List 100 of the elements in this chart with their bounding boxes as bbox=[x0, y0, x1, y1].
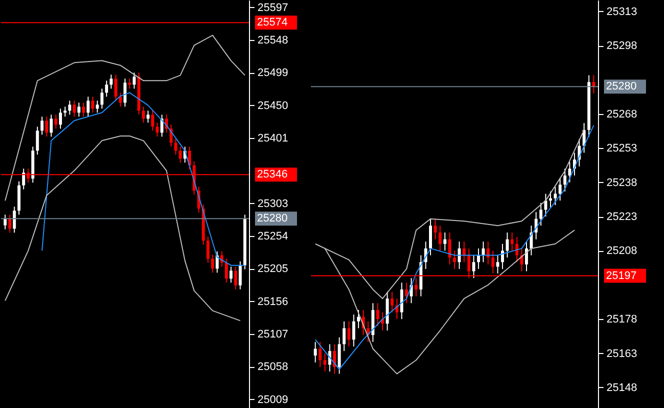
y-tick-label: 25401 bbox=[258, 132, 288, 144]
candlestick bbox=[496, 254, 500, 274]
candlestick bbox=[400, 282, 404, 320]
line-series bbox=[314, 124, 594, 370]
candlestick bbox=[515, 236, 518, 263]
candlestick bbox=[4, 214, 7, 230]
candlestick bbox=[568, 161, 572, 183]
candlestick bbox=[524, 241, 528, 272]
candlestick bbox=[429, 218, 432, 256]
y-tick-label: 25238 bbox=[606, 176, 638, 189]
y-tick-label: 25597 bbox=[258, 2, 288, 14]
candlestick bbox=[128, 78, 132, 90]
y-tick-label: 25298 bbox=[606, 40, 638, 52]
y-tick-label: 25107 bbox=[258, 328, 288, 340]
candlestick bbox=[156, 122, 159, 138]
candlestick bbox=[114, 74, 118, 102]
ref-line-label: 25574 bbox=[257, 16, 288, 29]
candlestick bbox=[405, 282, 408, 304]
candlestick bbox=[68, 100, 72, 116]
y-tick-label: 25450 bbox=[258, 100, 288, 112]
y-tick-label: 25178 bbox=[606, 314, 638, 326]
y-tick-label: 25208 bbox=[606, 245, 638, 258]
ref-line-label: 25280 bbox=[606, 80, 637, 93]
candlestick bbox=[357, 309, 360, 329]
candlestick bbox=[132, 72, 136, 90]
candlestick bbox=[352, 314, 356, 347]
candlestick bbox=[206, 236, 210, 264]
candlestick bbox=[443, 232, 446, 252]
line-series bbox=[4, 136, 241, 322]
candlestick bbox=[124, 78, 126, 108]
candlestick bbox=[110, 74, 113, 90]
line-series bbox=[4, 34, 246, 202]
candlestick bbox=[142, 106, 145, 124]
candlestick bbox=[91, 96, 94, 114]
ref-line-label: 25280 bbox=[257, 212, 288, 225]
candlestick bbox=[224, 258, 228, 284]
candlestick bbox=[174, 138, 178, 156]
y-tick-label: 25058 bbox=[258, 361, 288, 374]
ref-line-label: 25197 bbox=[606, 270, 637, 282]
y-tick-label: 25253 bbox=[606, 142, 638, 155]
candlestick bbox=[178, 146, 182, 164]
candlestick bbox=[563, 168, 566, 192]
candlestick bbox=[50, 114, 53, 138]
candlestick bbox=[151, 110, 154, 132]
candlestick bbox=[323, 352, 326, 372]
candlestick bbox=[100, 88, 104, 110]
candlestick bbox=[58, 108, 62, 130]
candlestick bbox=[453, 250, 456, 270]
candlestick bbox=[86, 96, 90, 118]
candlestick bbox=[64, 106, 67, 118]
candlestick bbox=[238, 260, 242, 290]
candlestick bbox=[45, 116, 48, 138]
candlestick bbox=[558, 177, 562, 202]
y-tick-label: 25313 bbox=[606, 6, 638, 18]
candlestick bbox=[234, 266, 238, 290]
candlestick bbox=[544, 193, 548, 218]
candlestick bbox=[12, 206, 16, 234]
candlestick bbox=[376, 302, 380, 326]
y-tick-label: 25205 bbox=[258, 263, 288, 276]
candlestick bbox=[448, 232, 452, 265]
ref-line-label: 25346 bbox=[257, 168, 288, 181]
candlestick bbox=[22, 168, 26, 190]
candlestick bbox=[510, 232, 514, 252]
candlestick bbox=[105, 80, 108, 98]
candlestick bbox=[333, 344, 336, 374]
candlestick bbox=[434, 218, 437, 240]
candlestick bbox=[96, 100, 99, 114]
candlestick bbox=[211, 254, 214, 274]
y-tick-label: 25223 bbox=[606, 211, 638, 224]
y-tick-label: 25009 bbox=[258, 394, 288, 406]
candlestick bbox=[554, 186, 557, 206]
candlestick bbox=[72, 100, 76, 118]
candlestick bbox=[314, 341, 317, 363]
y-tick-label: 25499 bbox=[258, 67, 288, 80]
candlestick bbox=[462, 241, 466, 263]
candlestick bbox=[500, 243, 504, 270]
candlestick bbox=[54, 114, 58, 130]
candlestick bbox=[8, 214, 12, 234]
candlestick bbox=[318, 341, 322, 368]
candlestick bbox=[338, 336, 341, 374]
candlestick bbox=[458, 241, 461, 270]
candlestick bbox=[82, 102, 86, 118]
candlestick bbox=[482, 241, 485, 263]
candlestick bbox=[230, 266, 233, 284]
y-tick-label: 25156 bbox=[258, 296, 288, 308]
y-tick-label: 25254 bbox=[258, 230, 288, 242]
candlestick bbox=[36, 126, 39, 156]
candlestick bbox=[347, 320, 350, 347]
candlestick bbox=[472, 254, 476, 279]
candlestick bbox=[77, 102, 80, 118]
candlestick bbox=[390, 291, 394, 313]
candlestick bbox=[118, 92, 122, 108]
y-tick-label: 25548 bbox=[258, 34, 288, 46]
candlestick bbox=[40, 116, 44, 136]
candlestick bbox=[506, 232, 509, 258]
candlestick bbox=[146, 110, 150, 124]
y-tick-label: 25163 bbox=[606, 348, 638, 360]
y-tick-label: 25148 bbox=[606, 382, 638, 394]
candlestick bbox=[342, 320, 346, 352]
candlestick bbox=[188, 146, 192, 170]
